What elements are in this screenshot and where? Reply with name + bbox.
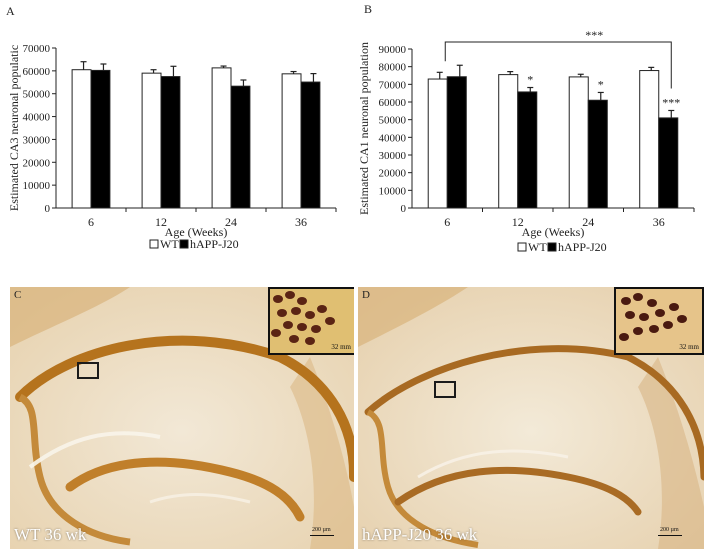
legend-label-wt: WT	[160, 237, 179, 251]
legend-swatch-wt	[149, 239, 159, 249]
y-tick-label: 10000	[379, 185, 407, 197]
y-tick-label: 0	[45, 203, 51, 215]
legend-label-happ: hAPP-J20	[190, 237, 239, 251]
bar-wt-6	[427, 78, 448, 209]
bar-happ-36	[300, 81, 321, 209]
y-tick-label: 50000	[23, 89, 51, 101]
bar-happ-6	[446, 76, 467, 209]
bar-happ-36	[658, 117, 679, 209]
bar-wt-36	[281, 73, 302, 209]
significance-bracket	[444, 41, 672, 89]
y-tick-label: 70000	[23, 43, 51, 55]
micrograph-caption: hAPP-J20 36 wk	[362, 525, 478, 544]
hippocampus-stain-happ	[358, 287, 704, 549]
region-of-interest-box	[77, 362, 99, 379]
bar-wt-24	[211, 67, 232, 209]
y-tick-label: 80000	[379, 62, 407, 74]
significance-label: *	[598, 77, 604, 91]
scale-bar-label: 200 µm	[312, 527, 331, 533]
x-tick-label: 6	[88, 215, 94, 229]
inset-cells-image	[616, 289, 702, 353]
x-tick-label: 24	[582, 215, 594, 229]
bar-happ-6	[90, 69, 111, 209]
legend-swatch-happ	[547, 242, 557, 252]
x-axis-title: Age (Weeks)	[522, 225, 585, 239]
y-tick-label: 20000	[23, 157, 51, 169]
scale-bar-label: 200 µm	[660, 527, 679, 533]
y-tick-label: 10000	[23, 180, 51, 192]
scale-bar	[310, 535, 334, 536]
y-tick-label: 30000	[23, 134, 51, 146]
panel-label-c: C	[14, 289, 22, 301]
inset-scale-label: 32 mm	[331, 343, 351, 351]
inset-magnified-cells: 32 mm	[268, 287, 354, 355]
y-axis-title: Estimated CA1 neuronal population	[357, 42, 371, 215]
bar-happ-24	[587, 99, 608, 209]
y-tick-label: 0	[401, 203, 407, 215]
micrograph-happ: 32 mm hAPP-J20 36 wk 200 µm D	[358, 287, 704, 549]
x-tick-label: 6	[444, 215, 450, 229]
panel-label-d: D	[362, 289, 370, 301]
bar-happ-12	[160, 76, 181, 209]
micrograph-caption: WT 36 wk	[14, 525, 87, 544]
region-of-interest-box	[434, 381, 456, 398]
legend-label-wt: WT	[528, 240, 547, 254]
bar-happ-24	[230, 85, 251, 209]
bar-wt-12	[498, 74, 519, 209]
y-tick-label: 40000	[23, 112, 51, 124]
chart-ca1: 0 10000 20000 30000 40000 50000 60000 70000 8000…	[357, 28, 695, 254]
y-tick-label: 40000	[379, 132, 407, 144]
y-tick-label: 20000	[379, 168, 407, 180]
panel-label-b: B	[364, 2, 373, 16]
micrograph-wt: 32 mm WT 36 wk 200 µm C	[10, 287, 354, 549]
bar-wt-36	[639, 70, 660, 209]
bar-happ-12	[517, 91, 538, 209]
legend-swatch-happ	[179, 239, 189, 249]
y-tick-label: 30000	[379, 150, 407, 162]
x-tick-label: 12	[512, 215, 524, 229]
y-tick-label: 50000	[379, 115, 407, 127]
y-axis-title: Estimated CA3 neuronal populatic	[7, 45, 21, 211]
significance-label: ***	[662, 95, 680, 109]
y-tick-label: 60000	[379, 97, 407, 109]
x-axis-title: Age (Weeks)	[165, 225, 228, 239]
inset-magnified-cells: 32 mm	[614, 287, 704, 355]
inset-scale-label: 32 mm	[679, 343, 699, 351]
legend-label-happ: hAPP-J20	[558, 240, 607, 254]
inset-cells-image	[270, 289, 354, 353]
y-tick-label: 60000	[23, 66, 51, 78]
panel-label-a: A	[6, 4, 15, 18]
scale-bar	[658, 535, 682, 536]
y-tick-label: 90000	[379, 44, 407, 56]
significance-label: *	[527, 73, 533, 87]
significance-label: ***	[585, 28, 603, 42]
x-tick-label: 36	[653, 215, 665, 229]
legend-swatch-wt	[517, 242, 527, 252]
bar-wt-6	[71, 69, 92, 209]
chart-ca3: 0 10000 20000 30000 40000 50000 60000 70000 6 12 2…	[7, 43, 337, 251]
x-tick-label: 12	[155, 215, 167, 229]
y-tick-label: 70000	[379, 79, 407, 91]
x-tick-label: 24	[225, 215, 237, 229]
bar-wt-24	[568, 76, 589, 209]
bar-wt-12	[141, 72, 162, 209]
x-tick-label: 36	[295, 215, 307, 229]
